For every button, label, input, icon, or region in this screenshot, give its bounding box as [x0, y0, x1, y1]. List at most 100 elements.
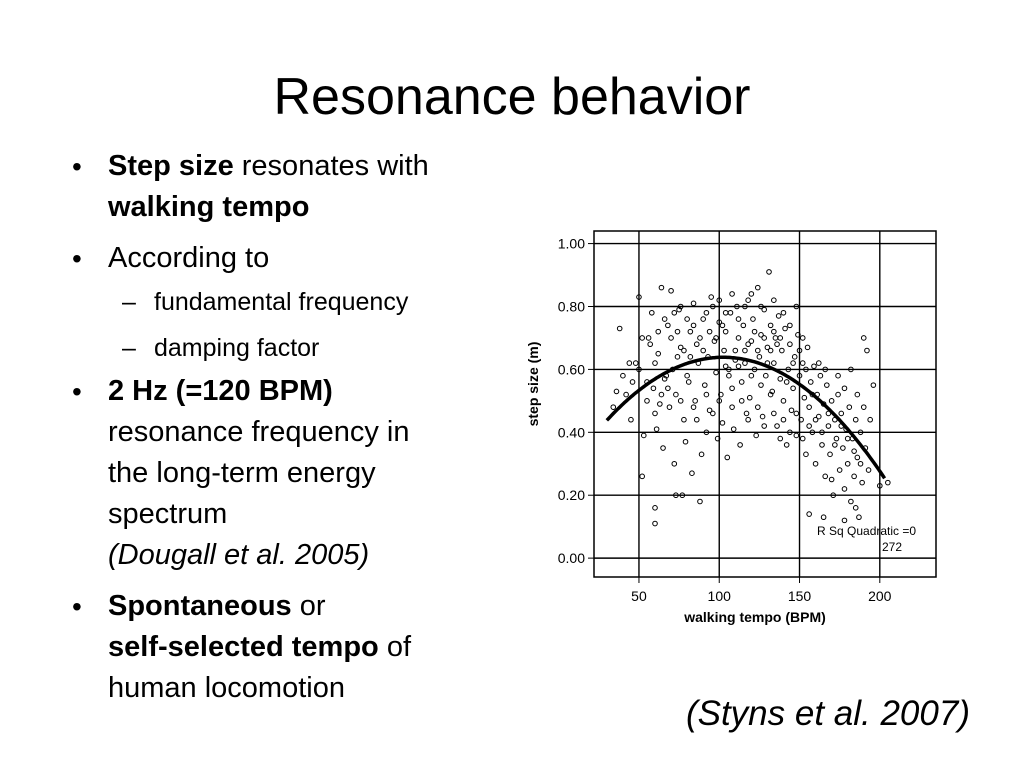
- data-point: [780, 416, 787, 423]
- bullet-dot-icon: •: [72, 376, 82, 407]
- data-point: [655, 350, 662, 357]
- data-point: [761, 335, 767, 341]
- data-point: [652, 505, 658, 511]
- data-point: [645, 335, 652, 341]
- data-point: [774, 341, 780, 348]
- bullet-text: resonance frequency in: [108, 416, 410, 448]
- data-point: [793, 410, 800, 417]
- data-point: [782, 325, 788, 332]
- data-point: [815, 413, 822, 420]
- data-point: [848, 366, 854, 373]
- data-point: [864, 347, 870, 354]
- data-point: [796, 347, 803, 354]
- data-point: [652, 410, 658, 417]
- dash-icon: –: [122, 288, 136, 316]
- data-point: [859, 479, 865, 486]
- data-point: [677, 398, 684, 404]
- data-point: [735, 335, 742, 341]
- data-point: [787, 322, 793, 329]
- data-point: [658, 284, 665, 291]
- bullet-dot-icon: •: [72, 591, 82, 622]
- data-point: [753, 432, 759, 439]
- data-point: [772, 335, 779, 341]
- data-point: [652, 520, 658, 527]
- y-axis: 0.00 0.20 0.40 0.60 0.80 1.00: [558, 236, 594, 566]
- data-point: [713, 335, 719, 341]
- data-point: [799, 360, 806, 366]
- bullet-list: • Step size resonates with walking tempo…: [70, 146, 510, 709]
- data-point: [620, 372, 626, 379]
- data-point: [777, 335, 784, 341]
- data-point: [636, 366, 642, 373]
- data-point: [851, 473, 857, 480]
- bullet-bold-text: 2 Hz (=120 BPM): [108, 375, 333, 407]
- data-point: [761, 423, 767, 429]
- bullet-bold-text: walking tempo: [108, 191, 310, 223]
- data-point: [783, 379, 790, 385]
- slide-title: Resonance behavior: [273, 68, 751, 126]
- data-point: [722, 328, 729, 335]
- data-point: [718, 391, 724, 398]
- data-point: [681, 347, 687, 354]
- data-point: [652, 360, 658, 366]
- data-point: [860, 404, 867, 410]
- data-point: [710, 410, 716, 417]
- bullet-bold-text: self-selected tempo: [108, 631, 379, 663]
- data-point: [657, 401, 663, 407]
- data-point: [698, 451, 705, 458]
- data-point: [623, 391, 629, 398]
- data-point: [714, 435, 721, 442]
- data-point: [726, 372, 732, 379]
- sub-bullet-list: – fundamental frequency – damping factor: [108, 279, 510, 371]
- sub-bullet-item: – fundamental frequency: [108, 279, 510, 325]
- y-tick-label: 0.00: [558, 550, 585, 566]
- quadratic-fit-line: [605, 355, 887, 480]
- r-squared-annotation: R Sq Quadratic =0: [817, 524, 916, 538]
- data-point: [780, 309, 787, 316]
- data-point: [661, 316, 668, 322]
- x-axis: 50 100 150 200: [631, 577, 892, 604]
- citation: (Styns et al. 2007): [685, 694, 970, 733]
- data-point: [860, 335, 867, 341]
- data-point: [687, 328, 694, 335]
- bullet-according-to: • According to – fundamental frequency – d…: [70, 238, 510, 371]
- data-point: [758, 382, 764, 388]
- data-point: [867, 416, 873, 423]
- data-point: [703, 429, 710, 436]
- data-point: [812, 460, 819, 467]
- data-point: [730, 426, 737, 432]
- bullet-text: or: [291, 590, 326, 622]
- data-point: [761, 306, 767, 313]
- data-point: [690, 322, 697, 329]
- data-point: [807, 379, 814, 385]
- data-point: [801, 394, 808, 401]
- x-tick-label: 150: [788, 588, 812, 604]
- data-point: [790, 385, 796, 392]
- data-point: [684, 372, 690, 379]
- data-point: [673, 391, 679, 398]
- data-point: [666, 404, 673, 410]
- data-point: [716, 398, 723, 404]
- data-point: [729, 291, 735, 297]
- data-point: [639, 473, 645, 480]
- data-point: [856, 514, 862, 521]
- data-point: [841, 517, 848, 524]
- data-point: [616, 325, 623, 332]
- data-point: [710, 303, 716, 310]
- data-point: [647, 341, 653, 348]
- data-point: [724, 454, 731, 461]
- data-point: [854, 391, 861, 398]
- data-point: [653, 426, 660, 432]
- data-point: [740, 322, 747, 329]
- data-point: [877, 482, 883, 489]
- data-point: [708, 294, 715, 300]
- data-point: [745, 297, 751, 303]
- data-point: [639, 335, 645, 341]
- data-point: [729, 385, 735, 392]
- data-point: [655, 328, 662, 335]
- data-point: [756, 354, 763, 360]
- data-point: [796, 372, 803, 379]
- data-point: [754, 404, 761, 410]
- data-point: [628, 416, 634, 423]
- data-point: [729, 404, 735, 410]
